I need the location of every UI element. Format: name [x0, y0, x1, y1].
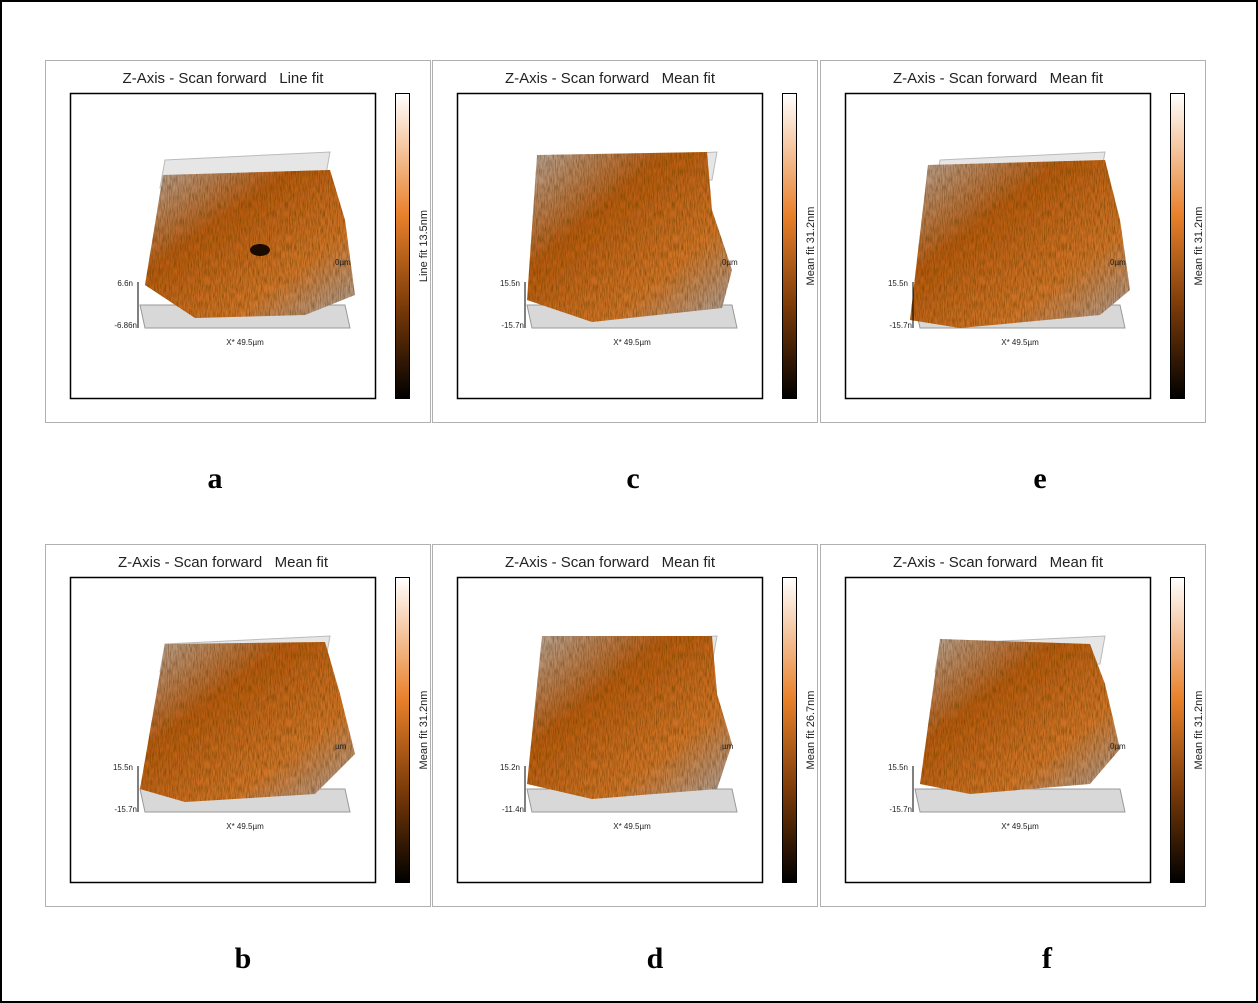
x-axis-label: X* 49.5µm: [226, 338, 264, 347]
colorbar-label: Mean fit 26.7nm: [805, 691, 817, 770]
height-surface: [910, 160, 1130, 328]
z-min-label: -15.7n: [501, 321, 524, 330]
panel-title: Z-Axis - Scan forward Mean fit: [118, 554, 329, 571]
panel-letter: a: [208, 462, 223, 495]
height-surface: [140, 642, 355, 802]
z-min-label: -15.7n: [114, 805, 137, 814]
panel-title: Z-Axis - Scan forward Mean fit: [893, 70, 1104, 87]
z-min-label: -6.86n: [114, 321, 137, 330]
z-min-label: -15.7n: [889, 321, 912, 330]
colorbar-label: Mean fit 31.2nm: [1193, 691, 1205, 770]
colorbar: [1171, 94, 1185, 399]
colorbar-label: Mean fit 31.2nm: [418, 691, 430, 770]
z-max-label: 15.5n: [500, 279, 520, 288]
height-surface: [527, 636, 732, 799]
y-axis-label: 0µm: [335, 258, 351, 267]
colorbar-label: Line fit 13.5nm: [418, 210, 430, 282]
height-surface: [527, 152, 732, 322]
colorbar: [396, 578, 410, 883]
x-axis-label: X* 49.5µm: [226, 822, 264, 831]
y-axis-label: µm: [335, 742, 347, 751]
panel-title: Z-Axis - Scan forward Line fit: [123, 70, 325, 87]
height-surface: [145, 170, 355, 318]
panel-letter: d: [647, 942, 664, 975]
surface-pit: [250, 244, 270, 256]
afm-panel: Z-Axis - Scan forward Line fit 6.6n -6.86n…: [46, 61, 431, 423]
figure: Z-Axis - Scan forward Line fit 6.6n -6.86n…: [0, 0, 1258, 1003]
panel-title: Z-Axis - Scan forward Mean fit: [893, 554, 1104, 571]
colorbar: [1171, 578, 1185, 883]
z-max-label: 15.2n: [500, 763, 520, 772]
y-axis-label: 0µm: [1110, 258, 1126, 267]
z-max-label: 15.5n: [113, 763, 133, 772]
z-min-label: -15.7n: [889, 805, 912, 814]
colorbar-label: Mean fit 31.2nm: [1193, 207, 1205, 286]
afm-panel: Z-Axis - Scan forward Mean fit 15.5n -15.7…: [433, 61, 818, 423]
y-axis-label: µm: [722, 742, 734, 751]
panel-title: Z-Axis - Scan forward Mean fit: [505, 554, 716, 571]
panel-title: Z-Axis - Scan forward Mean fit: [505, 70, 716, 87]
z-max-label: 15.5n: [888, 763, 908, 772]
panel-letter: b: [235, 942, 252, 975]
y-axis-label: 0µm: [1110, 742, 1126, 751]
floor-plane: [915, 789, 1125, 812]
z-min-label: -11.4n: [502, 805, 524, 814]
panel-letter: f: [1042, 942, 1053, 975]
afm-panel: Z-Axis - Scan forward Mean fit 15.5n -15.7…: [821, 61, 1206, 423]
colorbar: [783, 578, 797, 883]
z-max-label: 6.6n: [117, 279, 133, 288]
x-axis-label: X* 49.5µm: [613, 338, 651, 347]
afm-panel: Z-Axis - Scan forward Mean fit 15.5n -15.7…: [821, 545, 1206, 907]
y-axis-label: 0µm: [722, 258, 738, 267]
colorbar: [396, 94, 410, 399]
x-axis-label: X* 49.5µm: [613, 822, 651, 831]
afm-panel: Z-Axis - Scan forward Mean fit 15.2n -11.4…: [433, 545, 818, 907]
panel-letter: e: [1033, 462, 1046, 495]
z-max-label: 15.5n: [888, 279, 908, 288]
height-surface: [920, 639, 1120, 794]
x-axis-label: X* 49.5µm: [1001, 338, 1039, 347]
panel-letter: c: [626, 462, 639, 495]
colorbar: [783, 94, 797, 399]
x-axis-label: X* 49.5µm: [1001, 822, 1039, 831]
afm-panel: Z-Axis - Scan forward Mean fit 15.5n -15.7…: [46, 545, 431, 907]
colorbar-label: Mean fit 31.2nm: [805, 207, 817, 286]
